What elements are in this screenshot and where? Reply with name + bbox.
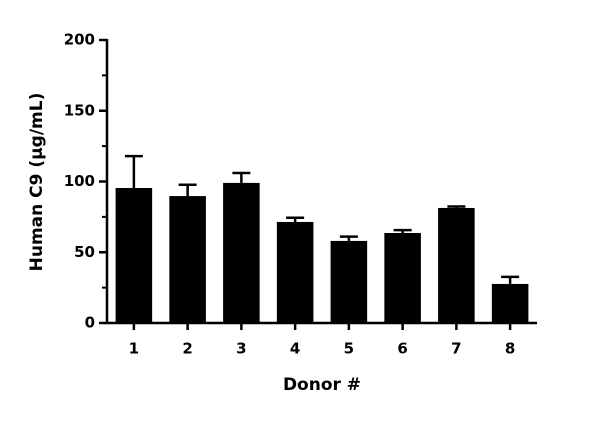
x-tick-label: 2	[182, 340, 192, 358]
bar	[438, 207, 475, 323]
y-tick-label: 100	[64, 172, 95, 190]
bar	[491, 283, 529, 323]
y-tick-label: 150	[64, 101, 95, 119]
x-tick-label: 1	[129, 340, 139, 358]
bar	[384, 233, 421, 323]
x-tick-label: 4	[290, 340, 300, 358]
x-tick-label: 8	[505, 340, 515, 358]
y-axis-title: Human C9 (µg/mL)	[27, 93, 47, 272]
y-tick-label: 200	[64, 31, 95, 49]
x-tick-label: 5	[344, 340, 354, 358]
x-tick-label: 7	[451, 340, 461, 358]
y-tick-label: 0	[85, 314, 95, 332]
x-axis-title: Donor #	[283, 375, 361, 395]
bar	[223, 182, 260, 323]
x-tick-label: 3	[236, 340, 246, 358]
bar	[169, 196, 206, 323]
bar	[330, 240, 368, 323]
y-tick-label: 50	[74, 243, 95, 261]
x-tick-label: 6	[397, 340, 407, 358]
bar	[276, 221, 314, 323]
bar	[115, 188, 153, 323]
